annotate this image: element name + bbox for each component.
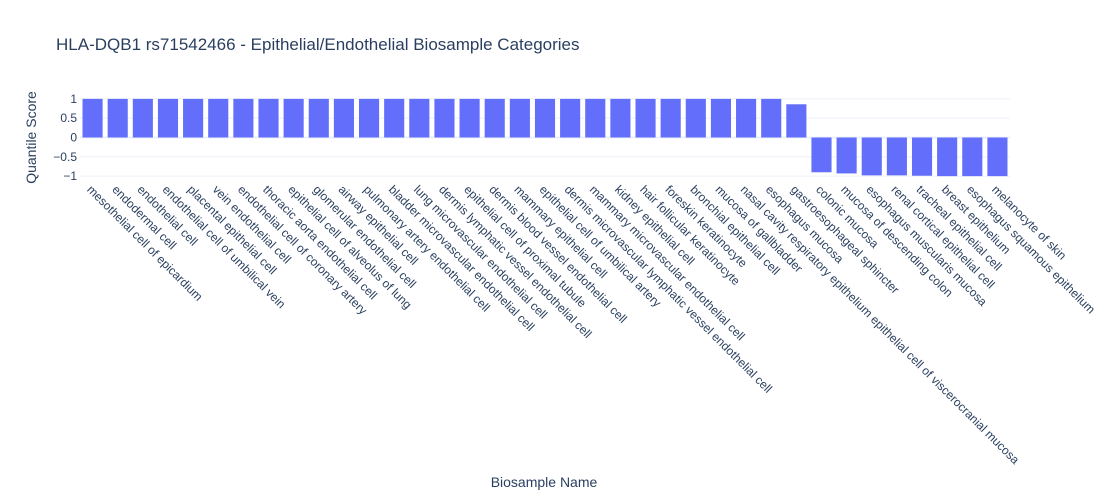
y-axis-ticks: 1 0.5 0 −0.5 −1 — [53, 92, 77, 183]
bar — [836, 137, 857, 174]
bar — [107, 98, 128, 138]
bar — [132, 98, 153, 138]
bar — [962, 137, 983, 177]
chart-title: HLA-DQB1 rs71542466 - Epithelial/Endothe… — [56, 35, 580, 54]
y-axis-title: Quantile Score — [23, 91, 39, 184]
y-tick-label: −1 — [63, 169, 77, 183]
bar — [811, 137, 832, 173]
bar — [82, 98, 103, 138]
bar — [409, 98, 430, 138]
bar — [761, 98, 782, 138]
bar — [333, 98, 354, 138]
bar — [560, 98, 581, 138]
x-axis-ticks: mesothelial cell of epicardiumendodermal… — [84, 182, 1098, 467]
bar — [710, 98, 731, 138]
bar — [283, 98, 304, 138]
bar — [384, 98, 405, 138]
bar — [484, 98, 505, 138]
bar — [308, 98, 329, 138]
bar — [183, 98, 204, 138]
bar — [157, 98, 179, 138]
bar — [861, 137, 882, 176]
bar — [886, 137, 907, 176]
bars — [82, 98, 1008, 177]
bar — [233, 98, 254, 138]
bar — [534, 98, 556, 138]
bar — [459, 98, 480, 138]
bar — [911, 137, 933, 176]
bar — [258, 98, 279, 138]
bar — [786, 104, 807, 138]
bar — [434, 98, 455, 138]
bar — [359, 98, 380, 138]
bar — [208, 98, 229, 138]
bar — [660, 98, 681, 138]
y-tick-label: −0.5 — [53, 150, 77, 164]
x-axis-title: Biosample Name — [491, 474, 598, 490]
bar — [635, 98, 656, 138]
y-tick-label: 0.5 — [60, 111, 77, 125]
bar — [509, 98, 530, 138]
y-tick-label: 0 — [70, 131, 77, 145]
bar — [610, 98, 631, 138]
bar — [987, 137, 1008, 177]
bar — [685, 98, 706, 138]
bar — [937, 137, 958, 177]
bar — [736, 98, 757, 138]
y-tick-label: 1 — [70, 92, 77, 106]
bar — [585, 98, 606, 138]
